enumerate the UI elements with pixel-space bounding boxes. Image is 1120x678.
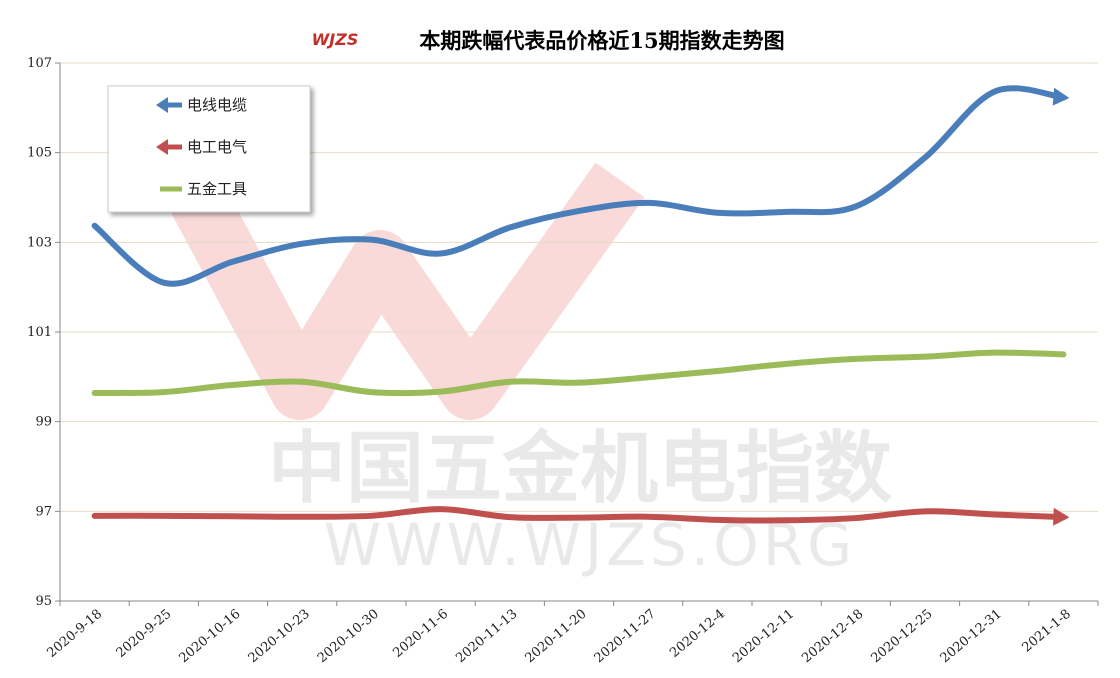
watermark-shape	[123, 95, 645, 420]
arrow-head	[1052, 87, 1070, 106]
logo: WJZS	[312, 30, 359, 49]
x-tick-label: 2020-10-16	[177, 607, 244, 667]
legend-box	[107, 85, 311, 213]
x-tick-label: 2020-12-4	[667, 607, 728, 661]
y-tick-label: 97	[35, 504, 52, 519]
x-tick-label: 2020-12-31	[938, 607, 1005, 667]
y-tick-label: 105	[27, 146, 52, 161]
watermark: 中国五金机电指数 WWW.WJZS.ORG	[123, 95, 892, 579]
legend-label: 五金工具	[187, 180, 247, 198]
x-tick-label: 2020-10-23	[246, 607, 313, 667]
x-tick-label: 2020-11-20	[523, 607, 590, 667]
x-tick-label: 2020-9-18	[44, 607, 105, 661]
legend-arrow	[156, 139, 168, 155]
watermark-text: 中国五金机电指数	[268, 424, 892, 514]
x-tick-label: 2020-10-30	[315, 607, 382, 667]
x-tick-label: 2021-1-8	[1020, 607, 1074, 656]
legend-label: 电工电气	[187, 138, 247, 156]
x-tick-label: 2020-12-18	[799, 607, 866, 667]
x-tick-label: 2020-9-25	[114, 607, 175, 661]
y-tick-label: 103	[27, 235, 52, 250]
chart-title: 本期跌幅代表品价格近15期指数走势图	[419, 28, 784, 53]
x-tick-label: 2020-12-11	[730, 607, 797, 667]
series-line	[91, 506, 1067, 524]
y-tick-label: 99	[35, 415, 52, 430]
x-tick-label: 2020-11-27	[592, 607, 659, 667]
x-tick-label: 2020-11-13	[453, 607, 520, 667]
arrow-head	[1053, 507, 1070, 526]
legend-label: 电线电缆	[187, 96, 247, 114]
y-tick-label: 107	[27, 56, 52, 71]
series-line	[91, 85, 1067, 287]
y-tick-label: 101	[27, 325, 52, 340]
legend-arrow	[156, 97, 168, 113]
x-tick-label: 2020-12-25	[869, 607, 936, 667]
series-line	[91, 349, 1067, 397]
x-tick-label: 2020-11-6	[390, 607, 451, 661]
y-tick-label: 95	[35, 594, 52, 609]
